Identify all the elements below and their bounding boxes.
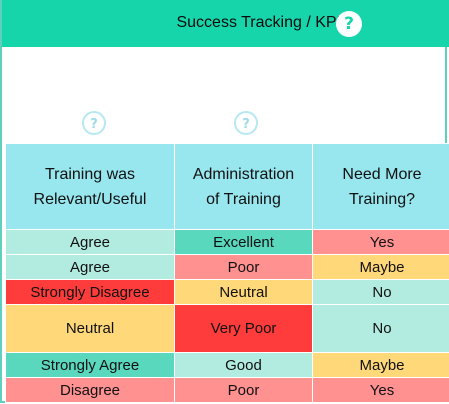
column-header-line: Need More: [342, 165, 422, 183]
table-cell[interactable]: Maybe: [312, 254, 449, 280]
column-header-line: Training was: [44, 165, 136, 183]
table-cell[interactable]: Very Poor: [174, 304, 313, 353]
column-header-line: Training?: [348, 190, 416, 208]
table-row: Agree Excellent Yes: [5, 229, 449, 255]
table-cell[interactable]: Excellent: [174, 229, 313, 255]
help-icon[interactable]: ?: [336, 11, 362, 37]
table-cell[interactable]: Neutral: [174, 279, 313, 305]
column-header-administration: Administration of Training: [174, 143, 313, 230]
column-header-line: Relevant/Useful: [33, 190, 147, 208]
page-title: Success Tracking / KPI: [176, 14, 341, 31]
table-cell[interactable]: Poor: [174, 377, 313, 403]
table-cell[interactable]: Agree: [5, 229, 175, 255]
table-cell[interactable]: Agree: [5, 254, 175, 280]
column-help-icon[interactable]: ?: [234, 111, 258, 135]
column-header-need-more: Need More Training?: [312, 143, 449, 230]
table-cell[interactable]: Neutral: [5, 304, 175, 353]
column-header-relevance: Training was Relevant/Useful: [5, 143, 175, 230]
table-cell[interactable]: No: [312, 304, 449, 353]
table-cell[interactable]: Poor: [174, 254, 313, 280]
table-cell[interactable]: Strongly Disagree: [5, 279, 175, 305]
table-row: Neutral Very Poor No: [5, 304, 449, 353]
table-cell[interactable]: Disagree: [5, 377, 175, 403]
header-row: Training was Relevant/Useful Administrat…: [5, 143, 449, 230]
kpi-table: Training was Relevant/Useful Administrat…: [5, 143, 449, 403]
table-cell[interactable]: Yes: [312, 377, 449, 403]
column-help-icon[interactable]: ?: [82, 111, 106, 135]
column-header-line: of Training: [206, 190, 281, 208]
table-row: Agree Poor Maybe: [5, 254, 449, 280]
table-cell[interactable]: No: [312, 279, 449, 305]
table-cell[interactable]: Good: [174, 352, 313, 378]
column-header-line: Administration: [192, 165, 295, 183]
table-cell[interactable]: Yes: [312, 229, 449, 255]
title-bar: Success Tracking / KPI ?: [2, 0, 449, 47]
table-cell[interactable]: Maybe: [312, 352, 449, 378]
table-row: Strongly Disagree Neutral No: [5, 279, 449, 305]
table-cell[interactable]: Strongly Agree: [5, 352, 175, 378]
table-row: Strongly Agree Good Maybe: [5, 352, 449, 378]
table-row: Disagree Poor Yes: [5, 377, 449, 403]
